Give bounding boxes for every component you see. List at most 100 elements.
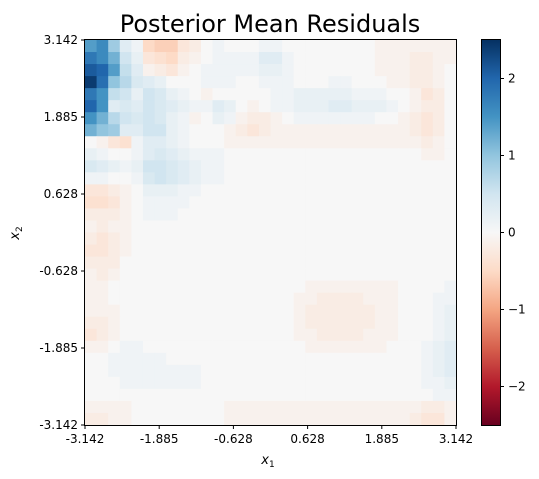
heatmap-cell (189, 220, 202, 234)
heatmap-cell (316, 340, 330, 354)
heatmap-cell (363, 196, 376, 210)
heatmap-cell (398, 148, 411, 161)
heatmap-cell (166, 64, 179, 77)
heatmap-cell (142, 340, 156, 354)
heatmap-cell (386, 196, 399, 210)
heatmap-cell (142, 160, 156, 173)
y-tick-label: -1.885 (39, 341, 78, 355)
heatmap-cell (189, 316, 202, 330)
heatmap-cell (85, 280, 98, 294)
heatmap-cell (189, 196, 202, 210)
heatmap-cell (235, 268, 248, 282)
heatmap-cell (305, 64, 318, 77)
heatmap-cell (154, 160, 167, 173)
heatmap-cell (142, 124, 156, 137)
x-tick-label: 0.628 (290, 432, 324, 446)
heatmap-cell (351, 172, 364, 185)
heatmap-cell (305, 112, 318, 125)
heatmap-cell (177, 376, 190, 390)
heatmap-cell (200, 340, 214, 354)
heatmap-cell (444, 292, 457, 306)
heatmap-cell (177, 160, 190, 173)
heatmap-cell (328, 268, 341, 282)
heatmap-cell (351, 160, 364, 173)
heatmap-cell (328, 280, 341, 294)
heatmap-cell (224, 52, 237, 65)
heatmap-cell (409, 268, 422, 282)
heatmap-cell (177, 268, 190, 282)
heatmap-cell (398, 292, 411, 306)
heatmap-cell (293, 400, 306, 414)
heatmap-cell (96, 400, 109, 414)
y-tick-label: 0.628 (44, 187, 78, 201)
heatmap-cell (189, 340, 202, 354)
heatmap-cell (108, 340, 121, 354)
heatmap-cell (200, 88, 214, 101)
heatmap-cell (154, 244, 167, 258)
heatmap-cell (398, 124, 411, 137)
heatmap-cell (374, 136, 388, 149)
heatmap-cell (200, 388, 214, 402)
heatmap-cell (119, 220, 132, 234)
heatmap-cell (270, 292, 283, 306)
heatmap-cell (119, 244, 132, 258)
heatmap-cell (386, 304, 399, 318)
heatmap-cell (119, 364, 132, 378)
heatmap-cell (177, 148, 190, 161)
heatmap-cell (142, 184, 156, 198)
heatmap-cell (142, 280, 156, 294)
heatmap-cell (142, 172, 156, 185)
heatmap-cell (305, 280, 318, 294)
heatmap-cell (142, 352, 156, 366)
heatmap-cell (316, 376, 330, 390)
heatmap-cell (293, 352, 306, 366)
heatmap-cell (421, 160, 434, 173)
heatmap-cell (189, 52, 202, 65)
heatmap-cell (247, 316, 260, 330)
heatmap-cell (282, 304, 295, 318)
heatmap-cell (200, 136, 214, 149)
heatmap-cell (293, 124, 306, 137)
heatmap-cell (235, 388, 248, 402)
heatmap-cell (351, 376, 364, 390)
heatmap-cell (328, 388, 341, 402)
heatmap-cell (270, 196, 283, 210)
heatmap-cell (363, 352, 376, 366)
heatmap-cell (108, 172, 121, 185)
heatmap-cell (305, 160, 318, 173)
heatmap-cell (351, 100, 364, 113)
heatmap-cell (166, 88, 179, 101)
heatmap-cell (119, 268, 132, 282)
heatmap-cell (374, 244, 388, 258)
heatmap-cell (293, 208, 306, 222)
heatmap-cell (235, 304, 248, 318)
heatmap-cell (432, 340, 445, 354)
heatmap-cell (305, 352, 318, 366)
heatmap-cell (177, 292, 190, 306)
heatmap-cell (131, 340, 144, 354)
heatmap-cell (108, 88, 121, 101)
heatmap-cell (374, 220, 388, 234)
heatmap-cell (247, 40, 260, 53)
heatmap-cell (247, 196, 260, 210)
heatmap-cell (409, 316, 422, 330)
heatmap-cell (398, 268, 411, 282)
heatmap-cell (189, 232, 202, 246)
heatmap-cell (258, 40, 272, 53)
heatmap-cell (142, 52, 156, 65)
heatmap-cell (328, 256, 341, 270)
heatmap-cell (293, 364, 306, 378)
heatmap-cell (293, 256, 306, 270)
heatmap-cell (351, 304, 364, 318)
heatmap-cell (212, 220, 225, 234)
heatmap-cell (282, 256, 295, 270)
heatmap-cell (166, 364, 179, 378)
heatmap-cell (96, 160, 109, 173)
heatmap-cell (409, 388, 422, 402)
heatmap-cell (386, 136, 399, 149)
heatmap-cell (444, 256, 457, 270)
heatmap-cell (270, 112, 283, 125)
heatmap-cell (386, 148, 399, 161)
heatmap-cell (305, 40, 318, 53)
heatmap-cell (235, 196, 248, 210)
